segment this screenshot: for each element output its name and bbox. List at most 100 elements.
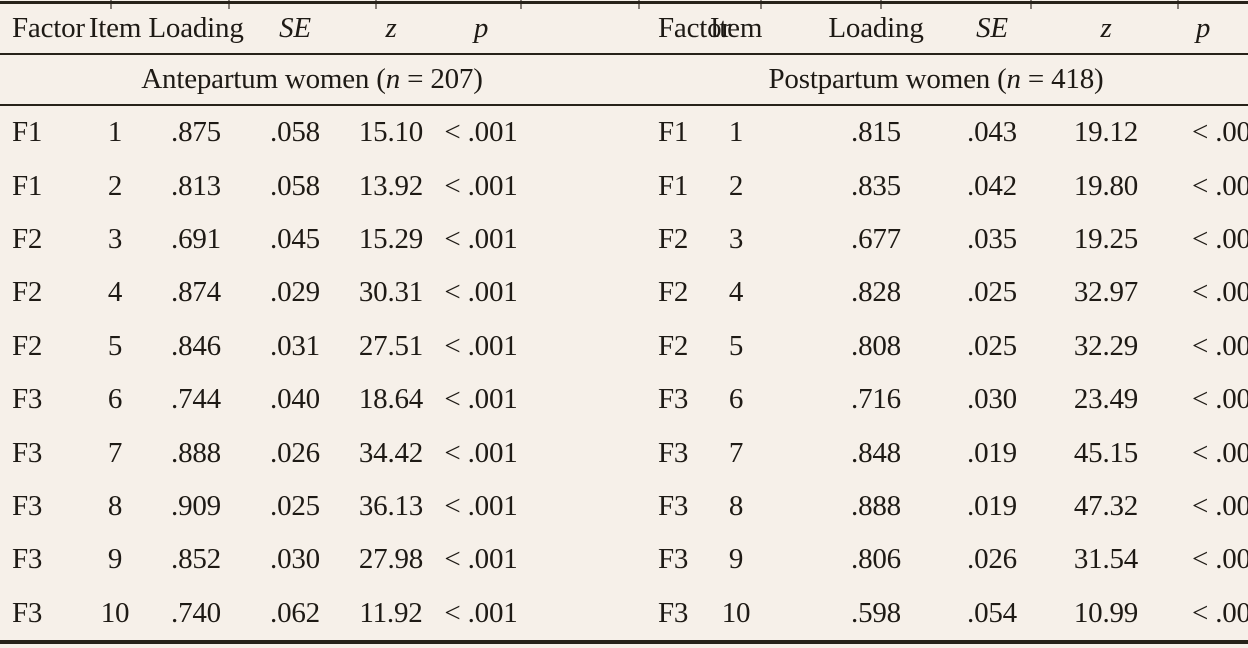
- header-loading-left: Loading: [148, 12, 244, 44]
- loading-cell: .835: [851, 169, 901, 202]
- item-cell: 4: [728, 276, 744, 309]
- factor-cell: F1: [12, 169, 43, 202]
- header-item-right: Item: [709, 12, 763, 44]
- se-cell: .042: [967, 169, 1017, 202]
- item-cell: 9: [107, 543, 123, 576]
- factor-cell: F1: [658, 169, 689, 202]
- p-cell: < .001: [1192, 489, 1248, 522]
- z-cell: 45.15: [1073, 436, 1139, 469]
- se-cell: .025: [967, 329, 1017, 362]
- p-cell: < .001: [1192, 169, 1248, 202]
- table-bottom-rule: [0, 639, 1248, 644]
- loading-cell: .852: [171, 543, 221, 576]
- loading-cell: .744: [171, 383, 221, 416]
- header-p-right: p: [1195, 12, 1211, 44]
- column-divider-tick: [1177, 0, 1179, 9]
- item-cell: 9: [728, 543, 744, 576]
- group-title-antepartum: Antepartum women (n = 207): [141, 63, 483, 95]
- n-symbol: n: [385, 63, 401, 95]
- loading-cell: .828: [851, 276, 901, 309]
- item-cell: 7: [107, 436, 123, 469]
- item-cell: 7: [728, 436, 744, 469]
- item-cell: 8: [107, 489, 123, 522]
- item-cell: 6: [728, 383, 744, 416]
- factor-cell: F2: [12, 222, 43, 255]
- item-cell: 5: [107, 329, 123, 362]
- z-cell: 15.10: [358, 116, 424, 149]
- item-cell: 10: [721, 596, 751, 629]
- header-z-left: z: [385, 12, 397, 44]
- header-se-right: SE: [976, 12, 1008, 44]
- loading-cell: .716: [851, 383, 901, 416]
- p-cell: < .001: [1192, 222, 1248, 255]
- loading-cell: .813: [171, 169, 221, 202]
- n-symbol: n: [1006, 63, 1022, 95]
- p-cell: < .001: [1192, 276, 1248, 309]
- se-cell: .054: [967, 596, 1017, 629]
- factor-cell: F2: [658, 222, 689, 255]
- p-cell: < .001: [444, 489, 518, 522]
- se-cell: .058: [270, 169, 320, 202]
- table-row: F3 7 .888 .026 34.42 < .001 F3 7 .848 .0…: [0, 426, 1248, 479]
- loading-cell: .875: [171, 116, 221, 149]
- table-row: F3 9 .852 .030 27.98 < .001 F3 9 .806 .0…: [0, 533, 1248, 586]
- z-cell: 18.64: [358, 383, 424, 416]
- p-cell: < .001: [1192, 116, 1248, 149]
- group-subheader-row: Antepartum women (n = 207) Postpartum wo…: [0, 55, 1248, 104]
- table-row: F3 10 .740 .062 11.92 < .001 F3 10 .598 …: [0, 587, 1248, 640]
- column-divider-tick: [375, 0, 377, 9]
- factor-cell: F3: [12, 596, 43, 629]
- p-cell: < .001: [1192, 543, 1248, 576]
- item-cell: 10: [100, 596, 130, 629]
- column-divider-tick: [880, 0, 882, 9]
- factor-cell: F3: [12, 436, 43, 469]
- header-p-left: p: [473, 12, 489, 44]
- factor-cell: F3: [12, 543, 43, 576]
- se-cell: .030: [270, 543, 320, 576]
- factor-cell: F2: [12, 329, 43, 362]
- header-bottom-rule: [0, 53, 1248, 55]
- z-cell: 10.99: [1073, 596, 1139, 629]
- loading-cell: .808: [851, 329, 901, 362]
- z-cell: 32.97: [1073, 276, 1139, 309]
- factor-cell: F3: [658, 489, 689, 522]
- factor-cell: F2: [12, 276, 43, 309]
- p-cell: < .001: [444, 596, 518, 629]
- table-body: F1 1 .875 .058 15.10 < .001 F1 1 .815 .0…: [0, 106, 1248, 640]
- p-cell: < .001: [444, 383, 518, 416]
- loading-cell: .874: [171, 276, 221, 309]
- z-cell: 11.92: [359, 596, 423, 629]
- p-cell: < .001: [444, 276, 518, 309]
- table-row: F1 2 .813 .058 13.92 < .001 F1 2 .835 .0…: [0, 159, 1248, 212]
- se-cell: .058: [270, 116, 320, 149]
- z-cell: 15.29: [358, 222, 424, 255]
- se-cell: .019: [967, 436, 1017, 469]
- group-title-postpartum: Postpartum women (n = 418): [768, 63, 1104, 95]
- factor-cell: F2: [658, 329, 689, 362]
- header-loading-right: Loading: [828, 12, 924, 44]
- table-row: F2 4 .874 .029 30.31 < .001 F2 4 .828 .0…: [0, 266, 1248, 319]
- se-cell: .045: [270, 222, 320, 255]
- loading-cell: .909: [171, 489, 221, 522]
- z-cell: 30.31: [358, 276, 424, 309]
- column-divider-tick: [110, 0, 112, 9]
- column-divider-tick: [228, 0, 230, 9]
- table-row: F3 8 .909 .025 36.13 < .001 F3 8 .888 .0…: [0, 480, 1248, 533]
- p-cell: < .001: [1192, 436, 1248, 469]
- column-divider-tick: [520, 0, 522, 9]
- z-cell: 31.54: [1073, 543, 1139, 576]
- loading-cell: .888: [171, 436, 221, 469]
- table-top-rule: [0, 1, 1248, 4]
- p-cell: < .001: [444, 543, 518, 576]
- z-cell: 34.42: [358, 436, 424, 469]
- p-cell: < .001: [444, 436, 518, 469]
- loading-cell: .598: [851, 596, 901, 629]
- se-cell: .029: [270, 276, 320, 309]
- header-factor-left: Factor: [12, 12, 85, 44]
- item-cell: 4: [107, 276, 123, 309]
- column-divider-tick: [1030, 0, 1032, 9]
- loading-cell: .740: [171, 596, 221, 629]
- loading-cell: .677: [851, 222, 901, 255]
- z-cell: 19.12: [1073, 116, 1139, 149]
- p-cell: < .001: [1192, 596, 1248, 629]
